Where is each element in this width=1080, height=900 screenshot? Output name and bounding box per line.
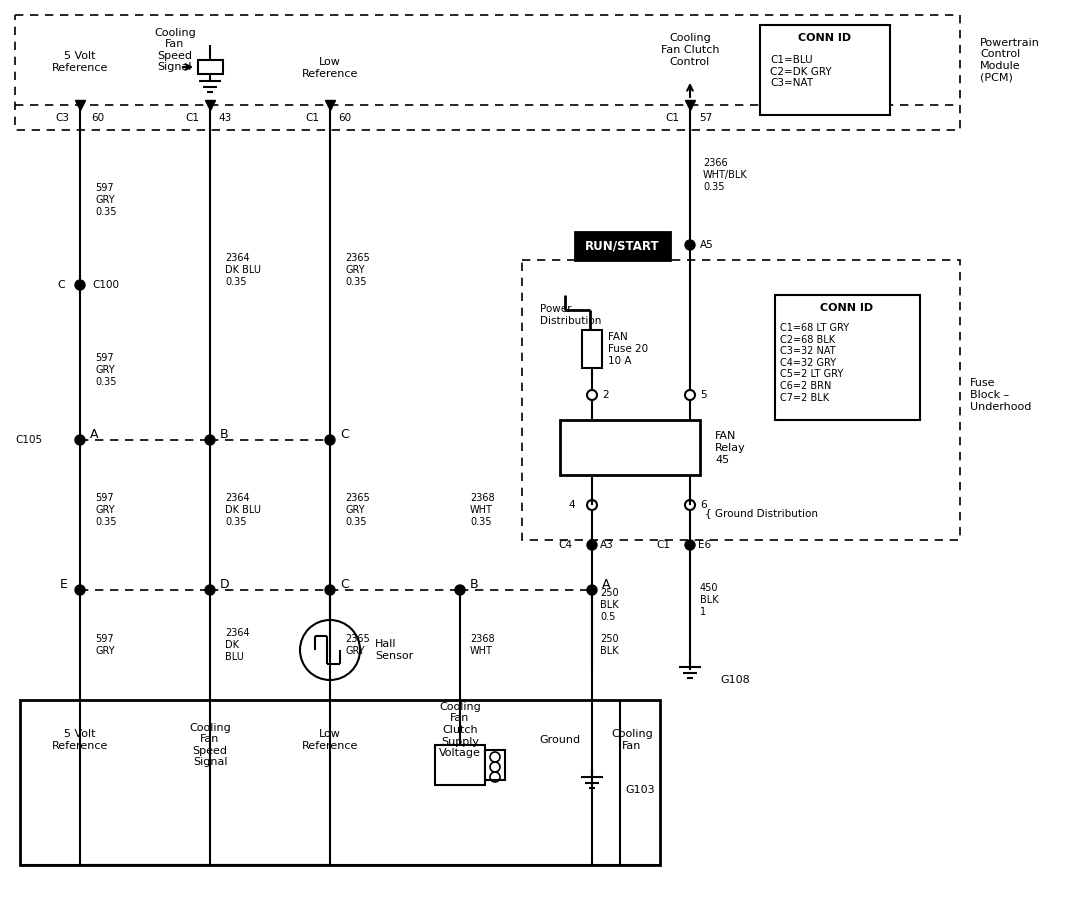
Circle shape: [588, 540, 597, 550]
Text: Hall
Sensor: Hall Sensor: [375, 639, 414, 661]
Text: 2364
DK BLU
0.35: 2364 DK BLU 0.35: [225, 493, 261, 526]
Text: B: B: [470, 579, 478, 591]
Text: 6: 6: [700, 500, 706, 510]
Text: A: A: [602, 579, 610, 591]
Text: 2368
WHT: 2368 WHT: [470, 634, 495, 656]
Text: 43: 43: [218, 113, 231, 123]
Circle shape: [325, 435, 335, 445]
Text: 597
GRY: 597 GRY: [95, 634, 114, 656]
Text: 597
GRY
0.35: 597 GRY 0.35: [95, 493, 117, 526]
Text: 250
BLK
0.5: 250 BLK 0.5: [600, 589, 619, 622]
Circle shape: [325, 585, 335, 595]
Circle shape: [205, 435, 215, 445]
Text: Cooling
Fan
Speed
Signal: Cooling Fan Speed Signal: [189, 723, 231, 768]
Text: Powertrain
Control
Module
(PCM): Powertrain Control Module (PCM): [980, 38, 1040, 83]
Text: 2364
DK
BLU: 2364 DK BLU: [225, 628, 249, 662]
Text: 4: 4: [568, 500, 575, 510]
Bar: [21, 700, 660, 865]
Text: Ground: Ground: [539, 735, 581, 745]
Bar: [582, 330, 602, 368]
Text: Low
Reference: Low Reference: [301, 729, 359, 751]
Bar: [575, 232, 670, 260]
Text: C1: C1: [305, 113, 319, 123]
Text: E6: E6: [698, 540, 711, 550]
Bar: [561, 420, 700, 475]
Bar: [760, 25, 890, 115]
Bar: [435, 745, 485, 785]
Text: G103: G103: [625, 785, 654, 795]
Bar: [15, 15, 960, 130]
Text: 2364
DK BLU
0.35: 2364 DK BLU 0.35: [225, 254, 261, 286]
Text: 597
GRY
0.35: 597 GRY 0.35: [95, 184, 117, 217]
Circle shape: [75, 280, 85, 290]
Circle shape: [588, 585, 597, 595]
Text: 60: 60: [338, 113, 352, 123]
Text: Power
Distribution: Power Distribution: [540, 304, 602, 326]
Bar: [485, 750, 505, 780]
Text: Cooling
Fan
Clutch
Supply
Voltage: Cooling Fan Clutch Supply Voltage: [440, 702, 481, 758]
Text: 450
BLK
1: 450 BLK 1: [700, 583, 718, 617]
Text: 2365
GRY: 2365 GRY: [345, 634, 369, 656]
Text: A: A: [90, 428, 98, 442]
Text: 5: 5: [700, 390, 706, 400]
Text: Cooling
Fan: Cooling Fan: [611, 729, 653, 751]
Text: C: C: [57, 280, 65, 290]
Bar: [522, 260, 960, 540]
Text: 57: 57: [700, 113, 713, 123]
Text: CONN ID: CONN ID: [798, 33, 851, 43]
Circle shape: [685, 540, 696, 550]
Text: Cooling
Fan Clutch
Control: Cooling Fan Clutch Control: [661, 33, 719, 67]
Text: CONN ID: CONN ID: [821, 303, 874, 313]
Text: 597
GRY
0.35: 597 GRY 0.35: [95, 354, 117, 387]
Text: A5: A5: [700, 240, 714, 250]
Circle shape: [205, 585, 215, 595]
Bar: [198, 60, 222, 74]
Text: Cooling
Fan
Speed
Signal: Cooling Fan Speed Signal: [154, 28, 195, 72]
Text: A3: A3: [600, 540, 613, 550]
Text: Low
Reference: Low Reference: [301, 58, 359, 79]
Text: 2: 2: [602, 390, 609, 400]
Text: Fuse
Block –
Underhood: Fuse Block – Underhood: [970, 378, 1031, 411]
Text: FAN
Fuse 20
10 A: FAN Fuse 20 10 A: [608, 332, 648, 365]
Text: 5 Volt
Reference: 5 Volt Reference: [52, 51, 108, 73]
Text: C100: C100: [92, 280, 119, 290]
Text: RUN/START: RUN/START: [584, 239, 659, 253]
Text: 2365
GRY
0.35: 2365 GRY 0.35: [345, 254, 369, 286]
Text: FAN
Relay
45: FAN Relay 45: [715, 431, 746, 464]
Circle shape: [685, 240, 696, 250]
Text: C3: C3: [55, 113, 69, 123]
Circle shape: [75, 435, 85, 445]
Text: 250
BLK: 250 BLK: [600, 634, 619, 656]
Text: C2: C2: [658, 240, 672, 250]
Circle shape: [455, 585, 465, 595]
Text: C: C: [340, 579, 349, 591]
Text: C4: C4: [558, 540, 572, 550]
Text: G108: G108: [720, 675, 750, 685]
Text: C1: C1: [665, 113, 679, 123]
Text: 2365
GRY
0.35: 2365 GRY 0.35: [345, 493, 369, 526]
Circle shape: [75, 585, 85, 595]
Text: 2368
WHT
0.35: 2368 WHT 0.35: [470, 493, 495, 526]
Text: { Ground Distribution: { Ground Distribution: [705, 508, 818, 518]
Text: E: E: [60, 579, 68, 591]
Text: C1=68 LT GRY
C2=68 BLK
C3=32 NAT
C4=32 GRY
C5=2 LT GRY
C6=2 BRN
C7=2 BLK: C1=68 LT GRY C2=68 BLK C3=32 NAT C4=32 G…: [780, 323, 849, 402]
Text: 2366
WHT/BLK
0.35: 2366 WHT/BLK 0.35: [703, 158, 747, 192]
Text: C: C: [340, 428, 349, 442]
Text: C1=BLU
C2=DK GRY
C3=NAT: C1=BLU C2=DK GRY C3=NAT: [770, 55, 832, 88]
Text: C1: C1: [185, 113, 199, 123]
Text: 60: 60: [92, 113, 105, 123]
Text: 5 Volt
Reference: 5 Volt Reference: [52, 729, 108, 751]
Text: B: B: [220, 428, 229, 442]
Text: C1: C1: [656, 540, 670, 550]
Text: C105: C105: [15, 435, 42, 445]
Text: D: D: [220, 579, 230, 591]
Bar: [775, 295, 920, 420]
